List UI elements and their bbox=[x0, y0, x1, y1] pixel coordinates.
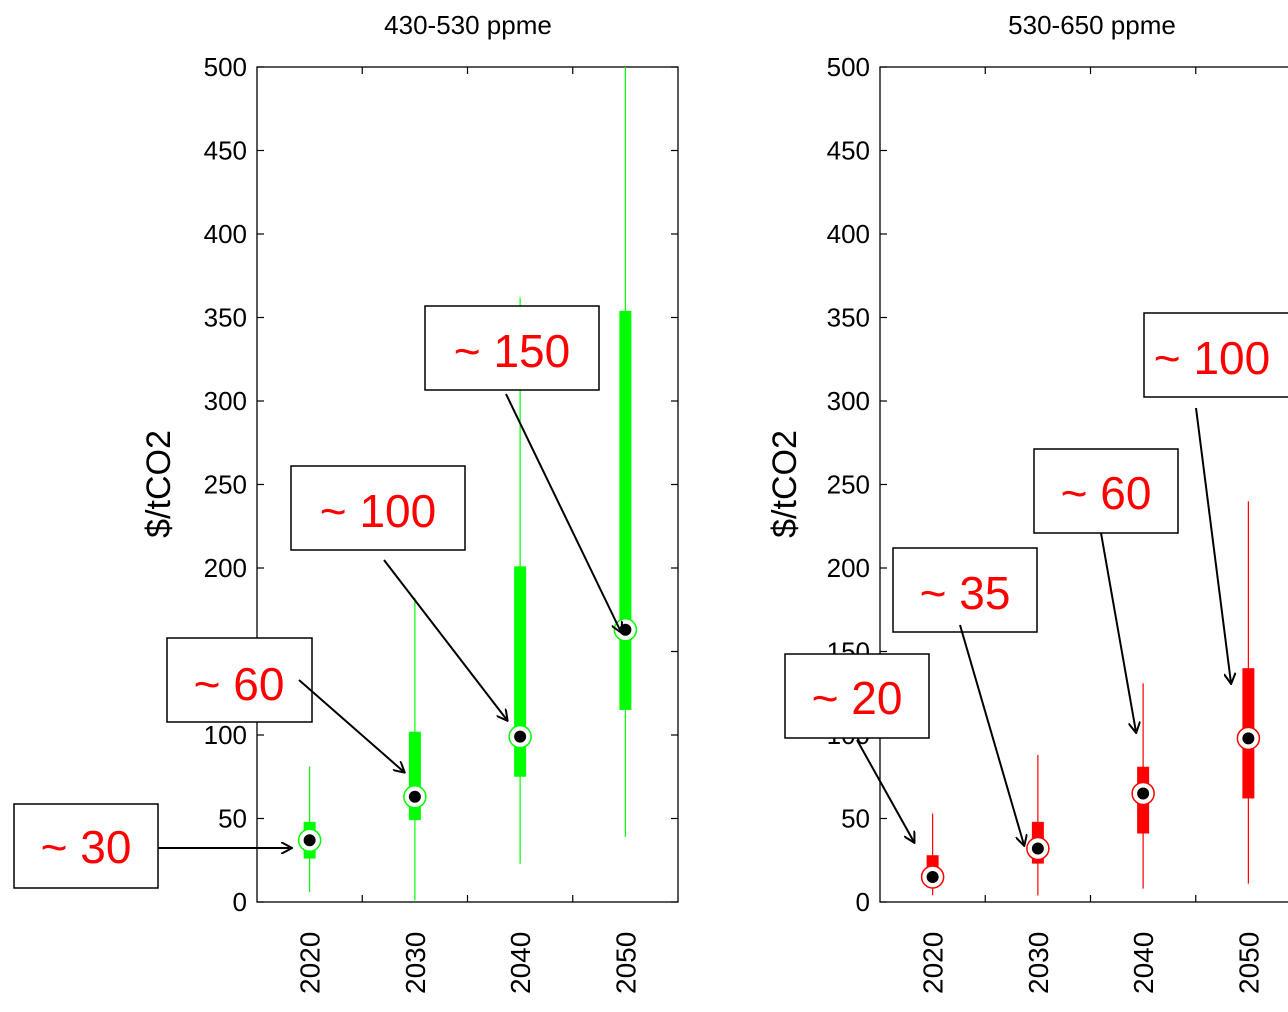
annotation-text: ~ 20 bbox=[812, 672, 903, 724]
box-iqr bbox=[619, 310, 632, 710]
y-axis-label: $/tCO2 bbox=[140, 430, 178, 538]
y-tick-label: 400 bbox=[827, 219, 870, 249]
annotation-text: ~ 100 bbox=[320, 485, 436, 537]
annotation-60r: ~ 60 bbox=[1033, 448, 1179, 732]
box-iqr bbox=[514, 566, 527, 777]
annotation-arrow bbox=[383, 559, 507, 720]
annotation-arrow bbox=[298, 679, 404, 772]
y-tick-label: 100 bbox=[204, 720, 247, 750]
x-axis-ticks: 2020 2030 2040 2050 bbox=[295, 67, 641, 994]
annotation-box bbox=[166, 637, 313, 723]
x-tick-label: 2040 bbox=[505, 932, 536, 994]
y-tick-label: 500 bbox=[827, 52, 870, 82]
median-dot bbox=[1137, 787, 1150, 800]
median-dot bbox=[926, 870, 939, 883]
y-tick-label: 450 bbox=[204, 136, 247, 166]
x-tick-label: 2020 bbox=[918, 932, 949, 994]
annotation-60: ~ 60 bbox=[166, 637, 404, 772]
median-dot bbox=[303, 834, 316, 847]
annotation-30: ~ 30 bbox=[13, 803, 291, 889]
y-tick-label: 500 bbox=[204, 52, 247, 82]
x-tick-label: 2020 bbox=[295, 932, 326, 994]
annotation-100r: ~ 100 bbox=[1143, 312, 1288, 683]
annotation-arrow bbox=[1195, 407, 1231, 683]
annotation-35: ~ 35 bbox=[892, 547, 1038, 845]
x-axis-ticks: 2020 2030 2040 2050 bbox=[918, 67, 1264, 994]
box-series bbox=[920, 501, 1261, 896]
y-tick-label: 350 bbox=[204, 303, 247, 333]
y-tick-label: 0 bbox=[856, 887, 870, 917]
y-axis-label: $/tCO2 bbox=[766, 430, 804, 538]
annotation-box bbox=[1033, 448, 1179, 534]
annotation-arrow bbox=[959, 624, 1024, 845]
annotation-box bbox=[13, 803, 159, 889]
annotation-box bbox=[1143, 312, 1288, 398]
annotation-text: ~ 150 bbox=[454, 325, 570, 377]
chart-title: 530-650 ppme bbox=[1008, 10, 1176, 40]
median-dot bbox=[1031, 842, 1044, 855]
x-tick-label: 2050 bbox=[610, 932, 641, 994]
x-tick-label: 2030 bbox=[1023, 932, 1054, 994]
median-dot bbox=[1242, 732, 1255, 745]
x-tick-label: 2030 bbox=[400, 932, 431, 994]
y-tick-label: 0 bbox=[233, 887, 247, 917]
y-tick-label: 200 bbox=[827, 553, 870, 583]
annotation-arrow bbox=[856, 739, 914, 842]
x-tick-label: 2050 bbox=[1233, 932, 1264, 994]
y-tick-label: 300 bbox=[827, 386, 870, 416]
annotation-box bbox=[424, 305, 600, 391]
x-tick-label: 2040 bbox=[1128, 932, 1159, 994]
annotation-text: ~ 30 bbox=[41, 821, 132, 873]
y-tick-label: 200 bbox=[204, 553, 247, 583]
annotation-box bbox=[290, 465, 466, 551]
annotation-text: ~ 60 bbox=[194, 658, 285, 710]
chart-panel-right: 530-650 ppme $/tCO2 05010015020025030035… bbox=[766, 10, 1288, 994]
annotation-text: ~ 100 bbox=[1154, 332, 1270, 384]
annotation-20: ~ 20 bbox=[784, 653, 930, 842]
annotation-150: ~ 150 bbox=[424, 305, 621, 632]
chart-panel-left: 430-530 ppme $/tCO2 05010015020025030035… bbox=[13, 10, 679, 994]
annotation-text: ~ 35 bbox=[920, 567, 1011, 619]
annotation-arrow bbox=[505, 393, 621, 632]
chart-title: 430-530 ppme bbox=[384, 10, 552, 40]
annotation-box bbox=[784, 653, 930, 739]
y-tick-label: 450 bbox=[827, 136, 870, 166]
annotation-arrow bbox=[1100, 532, 1136, 732]
annotation-100: ~ 100 bbox=[290, 465, 507, 720]
annotation-text: ~ 60 bbox=[1061, 467, 1152, 519]
median-dot bbox=[619, 623, 632, 636]
y-tick-label: 250 bbox=[827, 470, 870, 500]
y-tick-label: 350 bbox=[827, 303, 870, 333]
y-tick-label: 250 bbox=[204, 470, 247, 500]
annotation-box bbox=[892, 547, 1038, 633]
y-tick-label: 400 bbox=[204, 219, 247, 249]
y-tick-label: 300 bbox=[204, 386, 247, 416]
box-series bbox=[297, 67, 638, 901]
median-dot bbox=[514, 730, 527, 743]
y-tick-label: 50 bbox=[841, 804, 870, 834]
y-tick-label: 50 bbox=[218, 804, 247, 834]
median-dot bbox=[408, 790, 421, 803]
